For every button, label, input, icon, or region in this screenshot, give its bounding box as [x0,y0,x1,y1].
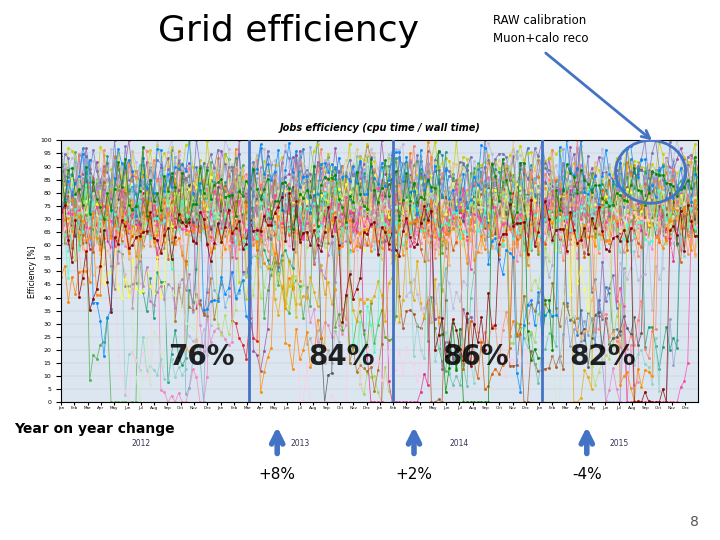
Text: Jobs efficiency (cpu time / wall time): Jobs efficiency (cpu time / wall time) [279,123,480,132]
Y-axis label: Efficiency [%]: Efficiency [%] [28,245,37,298]
Text: +2%: +2% [395,467,433,482]
Text: 86%: 86% [442,343,508,371]
Text: +8%: +8% [258,467,296,482]
Text: RAW calibration
Muon+calo reco: RAW calibration Muon+calo reco [493,14,589,44]
Text: 2013: 2013 [291,439,310,448]
Text: 2015: 2015 [609,439,629,448]
Text: 84%: 84% [308,343,375,371]
Text: 8: 8 [690,515,698,529]
Text: Grid efficiency: Grid efficiency [158,14,418,48]
Text: 76%: 76% [168,343,235,371]
Text: 2012: 2012 [131,439,150,448]
Text: -4%: -4% [572,467,602,482]
Text: 2014: 2014 [450,439,469,448]
Text: Year on year change: Year on year change [14,422,175,436]
Text: 82%: 82% [570,343,636,371]
